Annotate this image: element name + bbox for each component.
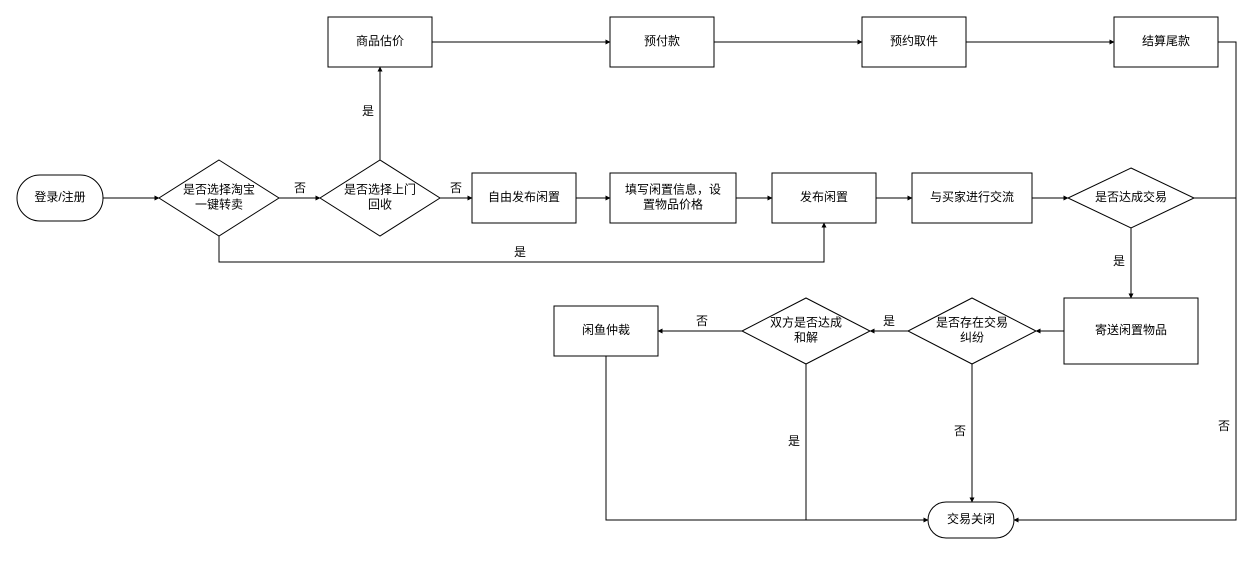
node-label: 闲鱼仲裁 [582, 323, 630, 337]
node-label: 商品估价 [356, 33, 404, 48]
flow-edge [806, 364, 928, 520]
node-label: 一键转卖 [195, 197, 243, 212]
node-label: 是否存在交易 [936, 315, 1008, 330]
edge-label: 是 [1113, 254, 1125, 268]
edge-label: 否 [294, 181, 306, 195]
node-label: 置物品价格 [643, 197, 703, 212]
node-label: 交易关闭 [947, 511, 995, 526]
flow-edge [1218, 42, 1236, 198]
node-label: 回收 [368, 198, 392, 212]
node-label: 是否选择上门 [344, 182, 416, 197]
edge-label: 否 [450, 181, 462, 195]
edge-label: 否 [1218, 419, 1230, 433]
edge-label: 否 [696, 314, 708, 328]
node-label: 登录/注册 [34, 189, 85, 204]
flow-edge [606, 356, 928, 520]
edge-label: 是 [788, 434, 800, 448]
node-label: 双方是否达成 [770, 315, 842, 330]
node-label: 寄送闲置物品 [1095, 322, 1167, 337]
node-label: 和解 [794, 331, 818, 345]
node-label: 填写闲置信息，设 [625, 182, 721, 197]
node-label: 预约取件 [890, 33, 938, 48]
node-label: 自由发布闲置 [488, 189, 560, 204]
nodes-layer: 登录/注册 是否选择淘宝一键转卖 是否选择上门回收 自由发布闲置 填写闲置信息，设置物品… [17, 17, 1218, 538]
node-label: 发布闲置 [800, 189, 848, 204]
node-label: 是否选择淘宝 [183, 183, 255, 197]
edge-label: 是 [514, 245, 526, 259]
edge-label: 否 [954, 424, 966, 438]
edge-label: 是 [362, 104, 374, 118]
node-label: 纠纷 [960, 331, 984, 345]
node-label: 预付款 [644, 34, 680, 48]
node-label: 是否达成交易 [1095, 189, 1167, 204]
node-label: 与买家进行交流 [930, 189, 1014, 204]
edges-layer: 否否是是是是否否否是 [103, 42, 1236, 520]
node-label: 结算尾款 [1142, 33, 1190, 48]
edge-label: 是 [883, 314, 895, 328]
